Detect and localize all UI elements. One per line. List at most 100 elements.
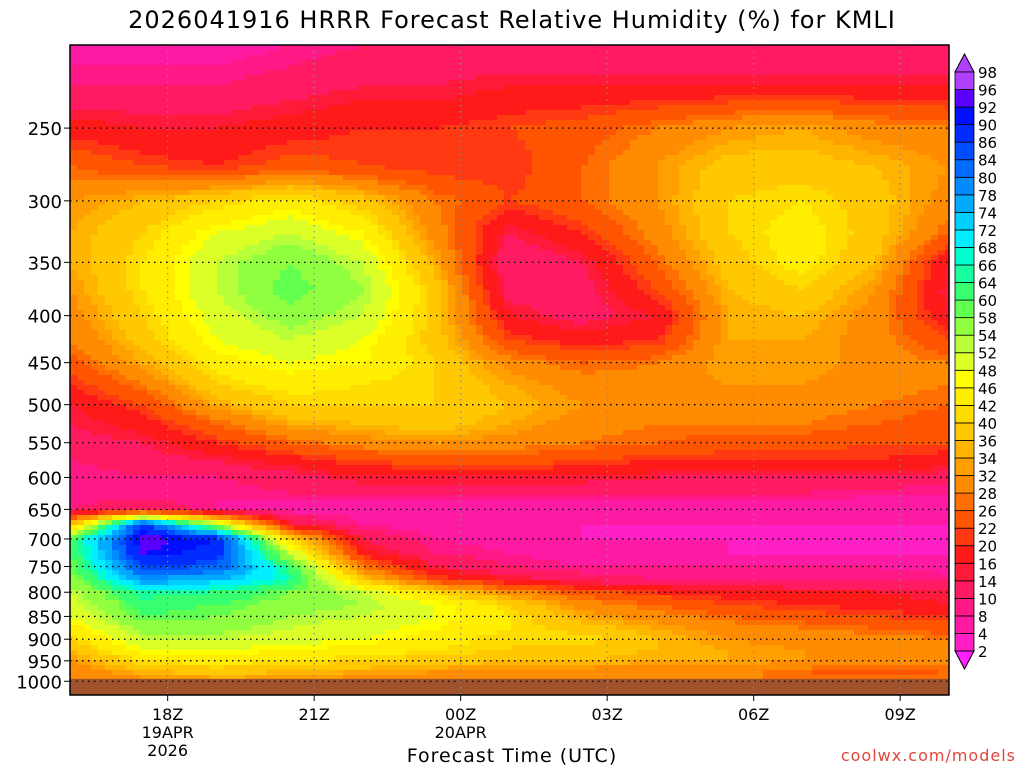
rh-cell [91, 145, 99, 151]
rh-cell [903, 175, 911, 181]
rh-cell [119, 180, 127, 186]
rh-cell [826, 160, 834, 166]
rh-cell [539, 160, 547, 166]
rh-cell [322, 205, 330, 211]
rh-cell [742, 105, 750, 111]
rh-cell [224, 185, 232, 191]
rh-cell [385, 105, 393, 111]
rh-cell [84, 70, 92, 76]
rh-cell [938, 80, 946, 86]
rh-cell [903, 225, 911, 231]
rh-cell [91, 175, 99, 181]
rh-cell [945, 235, 950, 241]
rh-cell [483, 200, 491, 206]
rh-cell [539, 180, 547, 186]
rh-cell [294, 130, 302, 136]
rh-cell [462, 95, 470, 101]
rh-cell [224, 75, 232, 81]
rh-cell [140, 205, 148, 211]
rh-cell [126, 95, 134, 101]
rh-cell [861, 145, 869, 151]
rh-cell [147, 80, 155, 86]
rh-cell [476, 90, 484, 96]
rh-cell [280, 90, 288, 96]
rh-cell [854, 100, 862, 106]
rh-cell [112, 50, 120, 56]
rh-cell [511, 70, 519, 76]
rh-cell [560, 110, 568, 116]
rh-cell [567, 225, 575, 231]
rh-cell [490, 90, 498, 96]
rh-cell [371, 55, 379, 61]
rh-cell [105, 240, 113, 246]
rh-cell [301, 160, 309, 166]
rh-cell [777, 80, 785, 86]
rh-cell [805, 155, 813, 161]
rh-cell [154, 180, 162, 186]
rh-cell [140, 90, 148, 96]
rh-cell [497, 190, 505, 196]
rh-cell [777, 65, 785, 71]
rh-cell [273, 70, 281, 76]
rh-cell [623, 60, 631, 66]
rh-cell [252, 80, 260, 86]
rh-cell [882, 90, 890, 96]
rh-cell [763, 130, 771, 136]
rh-cell [273, 65, 281, 71]
rh-cell [567, 95, 575, 101]
rh-cell [315, 105, 323, 111]
rh-cell [91, 195, 99, 201]
rh-cell [315, 200, 323, 206]
rh-cell [399, 155, 407, 161]
rh-cell [833, 225, 841, 231]
rh-cell [735, 135, 743, 141]
rh-cell [812, 100, 820, 106]
rh-cell [623, 85, 631, 91]
rh-cell [826, 75, 834, 81]
rh-cell [770, 215, 778, 221]
rh-cell [861, 60, 869, 66]
rh-cell [420, 165, 428, 171]
rh-cell [693, 195, 701, 201]
rh-cell [945, 100, 950, 106]
rh-cell [749, 85, 757, 91]
rh-cell [378, 215, 386, 221]
rh-cell [483, 215, 491, 221]
rh-cell [462, 215, 470, 221]
rh-cell [707, 165, 715, 171]
rh-cell [182, 60, 190, 66]
rh-cell [630, 195, 638, 201]
rh-cell [161, 120, 169, 126]
rh-cell [259, 95, 267, 101]
rh-cell [847, 90, 855, 96]
rh-cell [469, 50, 477, 56]
rh-cell [273, 175, 281, 181]
rh-cell [98, 100, 106, 106]
rh-cell [238, 230, 246, 236]
rh-cell [203, 170, 211, 176]
rh-cell [889, 70, 897, 76]
rh-cell [329, 190, 337, 196]
rh-cell [714, 150, 722, 156]
rh-cell [532, 165, 540, 171]
rh-cell [553, 90, 561, 96]
rh-cell [700, 70, 708, 76]
rh-cell [315, 130, 323, 136]
rh-cell [924, 65, 932, 71]
rh-cell [553, 165, 561, 171]
rh-cell [658, 185, 666, 191]
rh-cell [91, 155, 99, 161]
rh-cell [385, 160, 393, 166]
rh-cell [665, 65, 673, 71]
rh-cell [847, 80, 855, 86]
rh-cell [378, 110, 386, 116]
rh-cell [231, 220, 239, 226]
rh-cell [476, 190, 484, 196]
rh-cell [420, 95, 428, 101]
rh-cell [273, 105, 281, 111]
rh-cell [154, 240, 162, 246]
rh-cell [693, 70, 701, 76]
rh-cell [665, 130, 673, 136]
rh-cell [742, 70, 750, 76]
rh-cell [133, 155, 141, 161]
